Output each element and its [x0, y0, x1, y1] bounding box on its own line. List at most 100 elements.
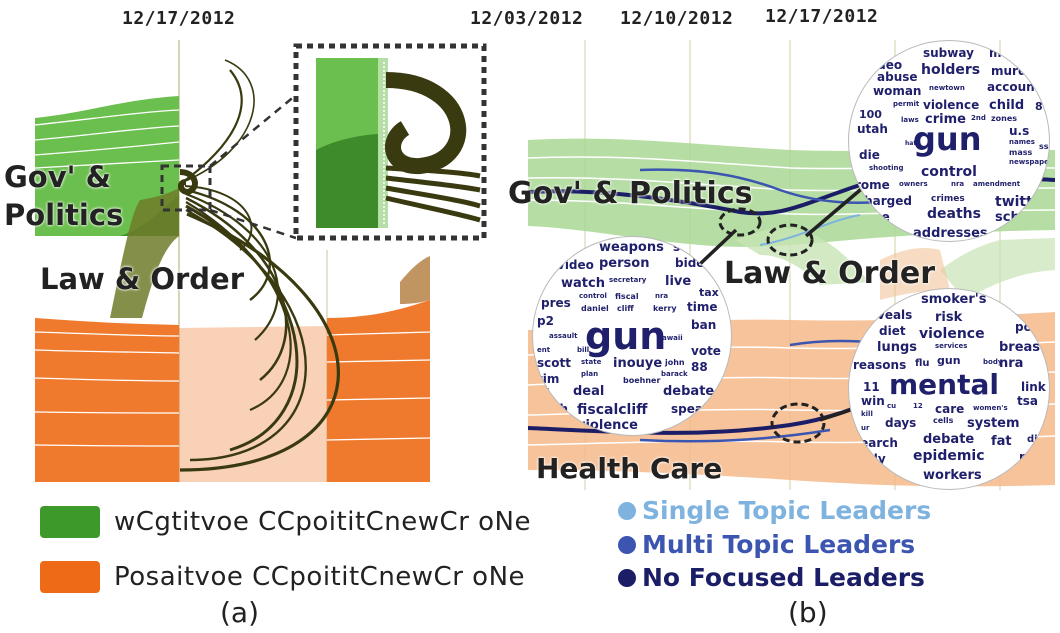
cloud-word: gun — [937, 354, 961, 367]
cloud-word: hawaii — [657, 334, 683, 342]
cloud-word: twitter — [995, 194, 1050, 210]
cloud-word: publ — [1019, 304, 1049, 318]
leader-label-single: Single Topic Leaders — [642, 496, 932, 525]
cloud-word: state — [581, 358, 602, 366]
cloud-word: hate — [905, 140, 921, 147]
cloud-word: mon — [1019, 450, 1049, 464]
gov-flow-line — [34, 125, 180, 141]
cloud-word: tim — [537, 372, 560, 386]
cloud-word: search — [853, 436, 898, 450]
cloud-word: ually — [853, 452, 886, 466]
cloud-word: speak — [671, 402, 711, 416]
panel-b-topic-health: Health Care — [536, 452, 723, 485]
cloud-word: newtown — [929, 84, 965, 92]
cloud-word: vote — [691, 344, 721, 358]
leader-legend-single: Single Topic Leaders — [618, 496, 931, 525]
cloud-word: utah — [857, 122, 888, 136]
law-flow-line — [34, 331, 180, 337]
legend-label-green: wCgtitvoe CCpoititCnewCr oNe — [114, 507, 531, 537]
cloud-word: mass — [1009, 148, 1033, 157]
cloud-word: rome — [855, 178, 890, 192]
cloud-word: reasons — [853, 358, 907, 372]
leader-dot-none — [618, 568, 636, 587]
cloud-word: murde — [991, 64, 1035, 78]
cloud-word: 100 — [859, 108, 882, 121]
cloud-word: ban — [691, 318, 717, 332]
gov-right-branch — [940, 238, 1055, 300]
cloud-word: u.s — [1009, 124, 1030, 138]
cloud-word: time — [687, 300, 718, 314]
cloud-word: crimes — [931, 194, 965, 204]
zoom-source-box — [160, 164, 212, 212]
law-flow-line — [326, 397, 431, 401]
cloud-word: mo — [989, 46, 1010, 60]
cloud-word: nra — [999, 356, 1024, 371]
panel-a-topic-gov: Gov' & Politics — [4, 158, 123, 234]
cloud-word: di — [1027, 434, 1038, 445]
cloud-word: kerry — [653, 304, 677, 313]
cloud-word: cu — [887, 402, 897, 410]
cloud-word: outh — [537, 402, 569, 416]
cloud-word: deal — [573, 384, 605, 399]
cloud-word: plan — [581, 370, 599, 378]
cloud-word: addresses — [913, 226, 988, 241]
leader-line-multi-health — [639, 428, 831, 443]
law-flow-line — [326, 359, 431, 363]
cloud-word: cells — [933, 416, 954, 425]
cloud-word: violence — [577, 418, 638, 433]
cloud-word: boehner — [623, 376, 661, 385]
cloud-word: cliff — [617, 304, 634, 313]
cloud-word: woman — [873, 84, 922, 98]
gov-flow-line — [34, 159, 180, 169]
cloud-word: scott — [537, 356, 571, 370]
highlight-ellipse-gov-b — [766, 223, 814, 257]
cloud-word: lungs — [877, 340, 918, 355]
cloud-word: owners — [899, 180, 928, 188]
cloud-word: barack — [661, 370, 688, 378]
cloud-word: t-s — [539, 386, 550, 394]
law-flow — [35, 318, 179, 482]
cloud-word: p2 — [537, 314, 554, 328]
cloud-word: bide — [675, 256, 705, 270]
panel-b-topic-law: Law & Order — [724, 256, 936, 291]
cloud-word: mental — [889, 368, 999, 401]
cloud-word: 88 — [691, 360, 708, 374]
panel-a-graphics — [34, 40, 487, 482]
cloud-word: daniel — [581, 304, 609, 313]
cloud-word: names — [1009, 138, 1035, 146]
cloud-word: control — [579, 292, 607, 300]
cloud-word: abuse — [877, 70, 918, 84]
cloud-word: holders — [921, 62, 981, 78]
cloud-word: pollo — [1015, 320, 1049, 334]
cloud-word: care — [935, 402, 965, 416]
cloud-word: secretary — [609, 276, 647, 284]
cloud-word: epidemic — [913, 448, 985, 464]
cloud-word: violence — [923, 98, 980, 112]
cloud-word: assault — [549, 332, 578, 340]
gov-flow-line — [34, 141, 180, 156]
leader-dot-multi — [618, 535, 636, 554]
cloud-word: s — [673, 240, 681, 254]
cloud-word: zones — [991, 114, 1018, 123]
cloud-word: scho — [995, 210, 1029, 225]
leader-legend-multi: Multi Topic Leaders — [618, 530, 915, 559]
connector-top-cloud — [804, 183, 868, 238]
cloud-word: person — [599, 256, 650, 271]
zoom-inset — [293, 43, 487, 241]
law-flow-line — [34, 411, 180, 414]
cloud-word: control — [921, 164, 977, 180]
zoom-connector-top — [209, 94, 297, 167]
cloud-word: risk — [935, 310, 963, 325]
word-cloud-health: smoker's publ veals risk pollo diet violence lu… — [848, 288, 1050, 490]
cloud-word: pres — [541, 296, 571, 310]
cloud-word: win — [861, 394, 885, 408]
cloud-word: watch — [561, 276, 605, 291]
law-flow-line — [326, 437, 431, 441]
cloud-word: deaths — [927, 206, 981, 222]
cloud-word: subway — [923, 46, 974, 60]
legend-item-green: wCgtitvoe CCpoititCnewCr oNe — [40, 506, 531, 538]
leader-label-none: No Focused Leaders — [642, 563, 925, 592]
cloud-word: ent — [537, 346, 551, 354]
cloud-word: nra — [655, 292, 669, 300]
cloud-word: flu — [915, 358, 930, 369]
